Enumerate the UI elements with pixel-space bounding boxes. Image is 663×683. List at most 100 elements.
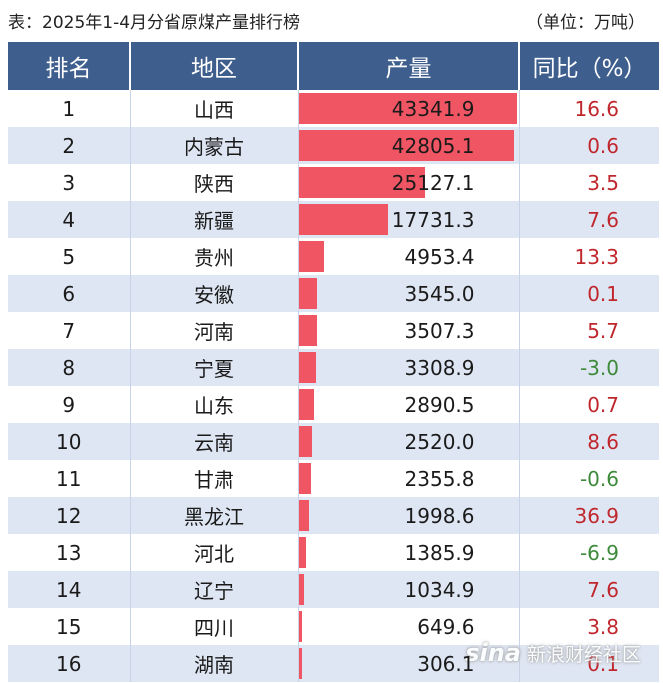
output-bar [298,352,316,383]
output-bar [298,537,306,568]
rank-cell: 5 [8,238,131,275]
table-row: 6 安徽 3545.0 0.1 [8,275,659,312]
table-row: 10 云南 2520.0 8.6 [8,423,659,460]
rank-cell: 7 [8,312,131,349]
region-cell: 河北 [130,534,299,571]
output-bar [298,574,304,605]
output-cell: 25127.1 [298,164,520,201]
rank-cell: 12 [8,497,131,534]
production-ranking-table: 排名 地区 产量 同比（%） 1 山西 43341.9 16.6 2 内蒙古 42805.1… [8,42,659,682]
region-cell: 河南 [130,312,299,349]
table-title: 表：2025年1-4月分省原煤产量排行榜 [8,12,301,33]
output-value: 2355.8 [404,466,475,491]
output-bar [298,130,514,161]
rank-cell: 9 [8,386,131,423]
yoy-cell: 7.6 [519,571,659,608]
output-value: 649.6 [417,614,475,639]
rank-cell: 8 [8,349,131,386]
yoy-cell: 0.1 [519,645,659,682]
output-cell: 3507.3 [298,312,520,349]
region-cell: 新疆 [130,201,299,238]
yoy-cell: 0.7 [587,392,619,417]
yoy-cell: 8.6 [519,423,659,460]
table-row: 14 辽宁 1034.9 7.6 [8,571,659,608]
region-cell: 黑龙江 [130,497,299,534]
table-row: 7 河南 3507.3 5.7 [8,312,659,349]
output-cell: 1034.9 [298,571,520,608]
output-cell: 306.1 [298,645,520,682]
rank-cell: 2 [8,127,131,164]
region-cell: 山西 [130,90,299,127]
watermark-text: 新浪财经社区 [526,643,641,666]
region-cell: 陕西 [130,164,299,201]
column-header-region: 地区 [130,42,299,90]
yoy-cell: -0.6 [579,466,619,491]
region-cell: 云南 [130,423,299,460]
table-row: 5 贵州 4953.4 13.3 [8,238,659,275]
yoy-cell: 5.7 [587,318,619,343]
yoy-cell: 3.8 [587,614,619,639]
output-value: 1998.6 [404,503,475,528]
output-value: 4953.4 [404,244,475,269]
output-cell: 4953.4 [298,238,520,275]
rank-cell: 1 [8,90,131,127]
table-row: 16 湖南 306.1 0.1 [8,645,659,682]
table-caption: 表：2025年1-4月分省原煤产量排行榜 （单位：万吨） [8,0,655,40]
output-value: 306.1 [417,651,475,676]
output-cell: 3545.0 [298,275,520,312]
yoy-cell: 13.3 [574,244,619,269]
output-bar [298,389,314,420]
column-header-rank: 排名 [8,42,131,90]
output-bar [298,648,302,679]
output-value: 17731.3 [391,207,475,232]
output-cell: 3308.9 [298,349,520,386]
yoy-cell: -6.9 [579,540,619,565]
output-cell: 1998.6 [298,497,520,534]
yoy-cell: 0.1 [519,275,659,312]
yoy-cell: 7.6 [519,201,659,238]
output-bar [298,463,311,494]
output-value: 1385.9 [404,540,475,565]
table-row: 3 陕西 25127.1 3.5 [8,164,659,201]
yoy-cell: 0.6 [519,127,659,164]
yoy-cell: 36.9 [519,497,659,534]
watermark: sina 新浪财经社区 [465,639,641,667]
output-cell: 43341.9 [298,90,520,127]
region-cell: 山东 [130,386,299,423]
sina-logo: sina [465,639,521,667]
region-cell: 湖南 [130,645,299,682]
output-bar [298,167,425,198]
output-bar [298,278,317,309]
output-bar [298,204,388,235]
output-cell: 42805.1 [298,127,520,164]
rank-cell: 3 [8,164,131,201]
table-row: 15 四川 649.6 3.8 [8,608,659,645]
rank-cell: 4 [8,201,131,238]
yoy-cell: 16.6 [574,96,619,121]
region-cell: 甘肃 [130,460,299,497]
output-value: 42805.1 [391,133,475,158]
region-cell: 贵州 [130,238,299,275]
table-body: 1 山西 43341.9 16.6 2 内蒙古 42805.1 0.6 3 陕西 25127.1 3.… [8,90,659,682]
unit-label: （单位：万吨） [526,12,645,33]
yoy-cell: 3.5 [587,170,619,195]
output-value: 25127.1 [391,170,475,195]
rank-cell: 13 [8,534,131,571]
output-cell: 2520.0 [298,423,520,460]
region-cell: 内蒙古 [130,127,299,164]
output-value: 3507.3 [404,318,475,343]
output-bar [298,611,302,642]
output-bar [298,241,324,272]
output-bar [298,426,312,457]
output-cell: 2890.5 [298,386,520,423]
output-cell: 17731.3 [298,201,520,238]
rank-cell: 14 [8,571,131,608]
region-cell: 四川 [130,608,299,645]
output-cell: 1385.9 [298,534,520,571]
output-value: 2890.5 [404,392,475,417]
rank-cell: 16 [8,645,131,682]
table-row: 2 内蒙古 42805.1 0.6 [8,127,659,164]
table-row: 4 新疆 17731.3 7.6 [8,201,659,238]
yoy-cell: -3.0 [519,349,659,386]
output-bar [298,500,309,531]
